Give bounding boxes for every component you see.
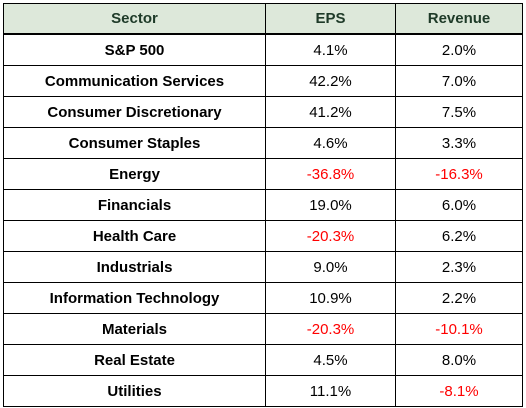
eps-cell: -20.3% <box>265 313 396 345</box>
eps-cell: 4.1% <box>265 33 396 66</box>
eps-cell: 41.2% <box>265 96 396 128</box>
revenue-cell: -8.1% <box>395 375 523 407</box>
revenue-cell: -16.3% <box>395 158 523 190</box>
revenue-cell: 8.0% <box>395 344 523 376</box>
column-header-eps: EPS <box>265 3 396 35</box>
column-header-sector: Sector <box>3 3 266 35</box>
revenue-cell: 2.2% <box>395 282 523 314</box>
sector-growth-table: Sector EPS Revenue S&P 500 4.1% 2.0% Commun… <box>3 3 523 407</box>
table-row: Communication Services 42.2% 7.0% <box>3 65 523 97</box>
eps-cell: 19.0% <box>265 189 396 221</box>
sector-cell: Information Technology <box>3 282 266 314</box>
revenue-cell: 2.0% <box>395 33 523 66</box>
header-row: Sector EPS Revenue <box>3 3 523 35</box>
table-row: Consumer Discretionary 41.2% 7.5% <box>3 96 523 128</box>
revenue-cell: 2.3% <box>395 251 523 283</box>
revenue-cell: 7.5% <box>395 96 523 128</box>
table-row: Energy -36.8% -16.3% <box>3 158 523 190</box>
table-row: Real Estate 4.5% 8.0% <box>3 344 523 376</box>
sector-cell: Consumer Discretionary <box>3 96 266 128</box>
eps-cell: 11.1% <box>265 375 396 407</box>
sector-cell: Consumer Staples <box>3 127 266 159</box>
sector-cell: Communication Services <box>3 65 266 97</box>
sector-cell: Health Care <box>3 220 266 252</box>
sector-cell: Industrials <box>3 251 266 283</box>
revenue-cell: 3.3% <box>395 127 523 159</box>
eps-cell: 42.2% <box>265 65 396 97</box>
sector-cell: Utilities <box>3 375 266 407</box>
revenue-cell: 6.2% <box>395 220 523 252</box>
eps-cell: 4.5% <box>265 344 396 376</box>
revenue-cell: 7.0% <box>395 65 523 97</box>
table-row: Industrials 9.0% 2.3% <box>3 251 523 283</box>
eps-cell: 4.6% <box>265 127 396 159</box>
column-header-revenue: Revenue <box>395 3 523 35</box>
eps-cell: -36.8% <box>265 158 396 190</box>
revenue-cell: -10.1% <box>395 313 523 345</box>
eps-cell: 9.0% <box>265 251 396 283</box>
table-row: Financials 19.0% 6.0% <box>3 189 523 221</box>
table-row: Information Technology 10.9% 2.2% <box>3 282 523 314</box>
table-row: Utilities 11.1% -8.1% <box>3 375 523 407</box>
sector-cell: Energy <box>3 158 266 190</box>
sector-cell: Materials <box>3 313 266 345</box>
table-row: Materials -20.3% -10.1% <box>3 313 523 345</box>
sector-cell: Financials <box>3 189 266 221</box>
table-row: S&P 500 4.1% 2.0% <box>3 33 523 66</box>
table-row: Consumer Staples 4.6% 3.3% <box>3 127 523 159</box>
revenue-cell: 6.0% <box>395 189 523 221</box>
sector-cell: S&P 500 <box>3 33 266 66</box>
table-body: S&P 500 4.1% 2.0% Communication Services 42.… <box>3 33 523 407</box>
table-row: Health Care -20.3% 6.2% <box>3 220 523 252</box>
eps-cell: 10.9% <box>265 282 396 314</box>
sector-cell: Real Estate <box>3 344 266 376</box>
eps-cell: -20.3% <box>265 220 396 252</box>
